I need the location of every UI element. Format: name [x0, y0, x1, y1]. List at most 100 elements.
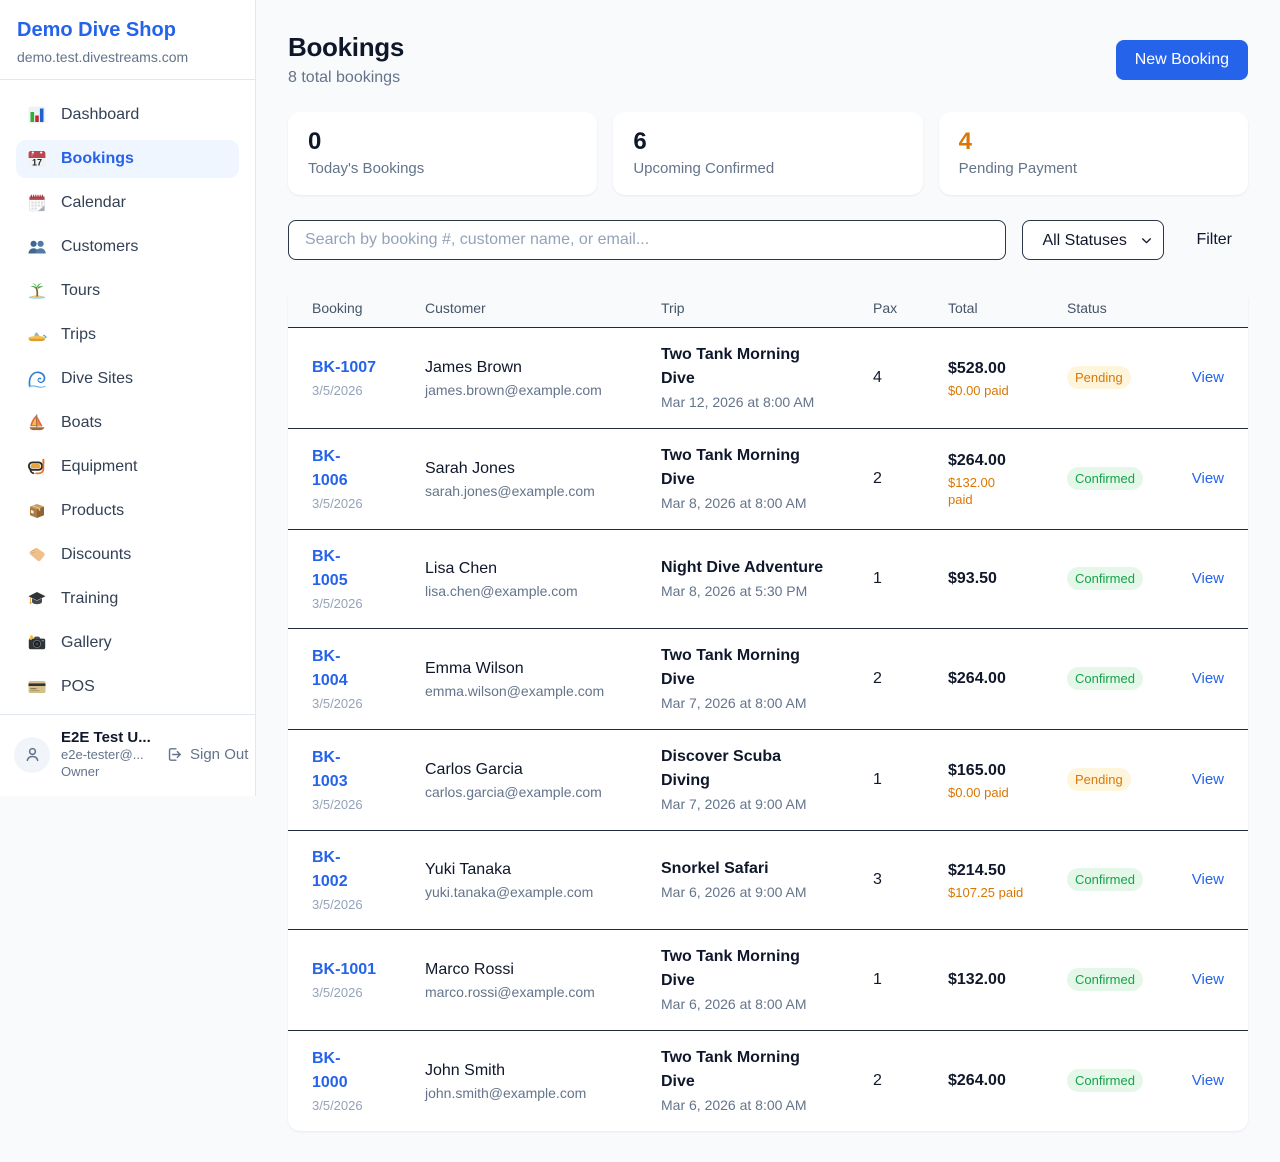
customer-email: carlos.garcia@example.com — [425, 783, 602, 800]
sidebar-item-discounts[interactable]: Discounts — [16, 536, 239, 574]
trip-name: Two Tank Morning Dive — [661, 447, 800, 488]
booking-id-link[interactable]: BK- 1004 — [312, 648, 348, 689]
cell-trip: Two Tank Morning Dive Mar 6, 2026 at 8:00 … — [637, 929, 849, 1031]
sidebar-item-pos[interactable]: POS — [16, 668, 239, 706]
view-link[interactable]: View — [1191, 1071, 1224, 1089]
booking-id-link[interactable]: BK-1001 — [312, 961, 377, 978]
sidebar-item-training[interactable]: Training — [16, 580, 239, 618]
users-icon — [27, 237, 47, 257]
trip-name: Two Tank Morning Dive — [661, 948, 800, 989]
trip-name: Night Dive Adventure — [661, 559, 824, 576]
cell-trip: Two Tank Morning Dive Mar 8, 2026 at 8:00 … — [637, 428, 849, 530]
booking-id-link[interactable]: BK-1007 — [312, 359, 377, 376]
sidebar-item-tours[interactable]: Tours — [16, 272, 239, 310]
trip-name: Discover Scuba Diving — [661, 748, 782, 789]
sidebar-item-products[interactable]: Products — [16, 492, 239, 530]
customer-name: Yuki Tanaka — [425, 860, 511, 878]
cell-pax: 2 — [849, 428, 924, 530]
new-booking-button[interactable]: New Booking — [1115, 40, 1248, 80]
sidebar-item-boats[interactable]: Boats — [16, 404, 239, 442]
view-link[interactable]: View — [1191, 770, 1224, 788]
sidebar-item-dashboard[interactable]: Dashboard — [16, 96, 239, 134]
cell-booking: BK- 1000 3/5/2026 — [288, 1030, 401, 1131]
cell-action: View — [1183, 830, 1248, 930]
cell-pax: 1 — [849, 929, 924, 1031]
sidebar-header: Demo Dive Shop demo.test.divestreams.com — [0, 0, 255, 80]
stat-value: 6 — [633, 128, 647, 155]
view-link[interactable]: View — [1191, 368, 1224, 386]
status-badge: Confirmed — [1067, 868, 1143, 891]
sidebar-item-trips[interactable]: Trips — [16, 316, 239, 354]
search-input[interactable] — [288, 220, 1007, 260]
cell-customer: Marco Rossi marco.rossi@example.com — [401, 929, 637, 1031]
view-link[interactable]: View — [1191, 970, 1224, 988]
view-link[interactable]: View — [1191, 669, 1224, 687]
cell-action: View — [1183, 428, 1248, 530]
sidebar-item-label: Products — [61, 502, 125, 519]
cell-action: View — [1183, 1030, 1248, 1131]
sailboat-icon — [27, 413, 47, 433]
cell-pax: 2 — [849, 1030, 924, 1131]
cell-trip: Discover Scuba Diving Mar 7, 2026 at 9:00 … — [637, 729, 849, 831]
trip-datetime: Mar 12, 2026 at 8:00 AM — [661, 394, 815, 410]
booking-id-link[interactable]: BK- 1002 — [312, 849, 348, 890]
sidebar: Demo Dive Shop demo.test.divestreams.com… — [0, 0, 256, 796]
view-link[interactable]: View — [1191, 870, 1224, 888]
pax-value: 2 — [873, 1071, 882, 1089]
customer-name: Marco Rossi — [425, 960, 514, 978]
cell-booking: BK- 1005 3/5/2026 — [288, 529, 401, 629]
filter-button[interactable]: Filter — [1180, 220, 1248, 260]
sidebar-item-calendar[interactable]: Calendar — [16, 184, 239, 222]
cell-booking: BK-1001 3/5/2026 — [288, 929, 401, 1031]
sidebar-item-gallery[interactable]: Gallery — [16, 624, 239, 662]
column-header-pax: Pax — [849, 288, 924, 328]
booking-id-link[interactable]: BK- 1005 — [312, 548, 348, 589]
cell-trip: Night Dive Adventure Mar 8, 2026 at 5:30 … — [637, 529, 849, 629]
sidebar-item-dive-sites[interactable]: Dive Sites — [16, 360, 239, 398]
sidebar-nav: Dashboard 17 Bookings Calendar Customers Tour… — [0, 80, 255, 714]
booking-date: 3/5/2026 — [312, 985, 363, 1000]
trip-name: Two Tank Morning Dive — [661, 647, 800, 688]
table-header: Booking Customer Trip Pax Total Status — [288, 288, 1248, 328]
trip-datetime: Mar 7, 2026 at 9:00 AM — [661, 796, 807, 812]
cell-status: Confirmed — [1043, 628, 1183, 730]
booking-id-link[interactable]: BK- 1006 — [312, 448, 348, 489]
sidebar-item-customers[interactable]: Customers — [16, 228, 239, 266]
booking-date: 3/5/2026 — [312, 897, 363, 912]
sidebar-item-label: Tours — [61, 282, 101, 299]
cell-status: Confirmed — [1043, 529, 1183, 629]
trip-datetime: Mar 6, 2026 at 9:00 AM — [661, 884, 807, 900]
view-link[interactable]: View — [1191, 469, 1224, 487]
view-link[interactable]: View — [1191, 569, 1224, 587]
cell-action: View — [1183, 729, 1248, 831]
cell-pax: 1 — [849, 729, 924, 831]
pax-value: 2 — [873, 469, 882, 487]
sign-out-label: Sign Out — [190, 746, 249, 763]
speedboat-icon — [27, 325, 47, 345]
booking-id-link[interactable]: BK- 1003 — [312, 749, 348, 790]
sign-out-button[interactable]: Sign Out — [166, 746, 248, 763]
stat-value: 0 — [308, 128, 322, 155]
stats-row: 0 Today's Bookings 6 Upcoming Confirmed 4 Pen… — [288, 112, 1248, 195]
cell-customer: James Brown james.brown@example.com — [401, 328, 637, 429]
status-badge: Pending — [1067, 366, 1131, 389]
customer-name: Emma Wilson — [425, 659, 524, 677]
table-row: BK-1007 3/5/2026 James Brown james.brown@ex… — [288, 328, 1248, 429]
table-row: BK- 1005 3/5/2026 Lisa Chen lisa.chen@exampl… — [288, 529, 1248, 629]
sidebar-item-label: Boats — [61, 414, 102, 431]
svg-text:17: 17 — [32, 157, 42, 167]
booking-id-link[interactable]: BK- 1000 — [312, 1050, 348, 1091]
brand-title: Demo Dive Shop — [17, 19, 176, 41]
booking-date: 3/5/2026 — [312, 596, 363, 611]
cell-total: $165.00 $0.00 paid — [924, 729, 1043, 831]
status-select[interactable]: All Statuses — [1022, 220, 1165, 260]
paid-amount: $0.00 paid — [948, 784, 1009, 800]
island-icon — [27, 281, 47, 301]
sidebar-item-bookings[interactable]: 17 Bookings — [16, 140, 239, 178]
sidebar-item-label: POS — [61, 678, 95, 695]
wave-icon — [27, 369, 47, 389]
diving-mask-icon — [27, 457, 47, 477]
sidebar-item-equipment[interactable]: Equipment — [16, 448, 239, 486]
sidebar-item-label: Bookings — [61, 150, 134, 167]
